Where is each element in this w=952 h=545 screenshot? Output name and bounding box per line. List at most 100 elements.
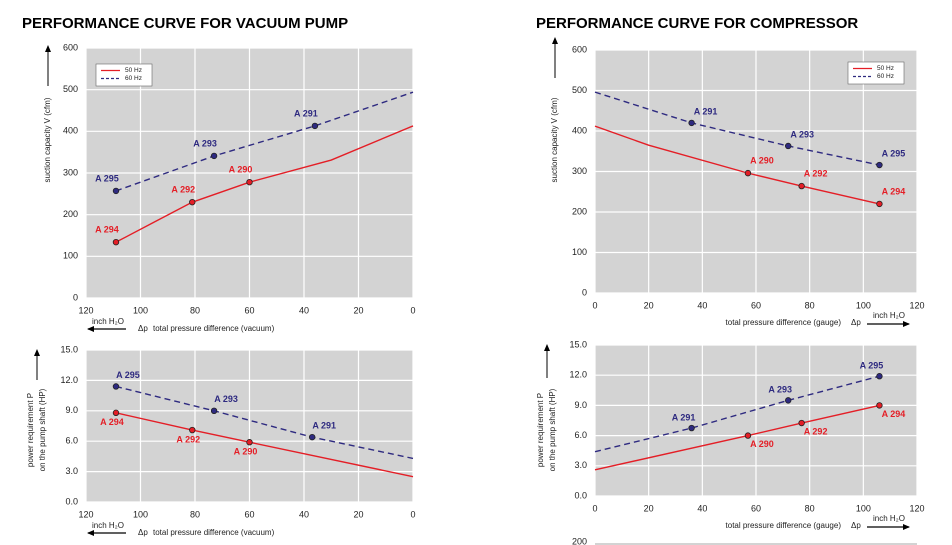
series-line <box>594 91 880 166</box>
y-axis-label: on the pump shaft (HP) <box>38 388 47 471</box>
point-label: A 292 <box>176 434 200 444</box>
data-point <box>210 407 218 414</box>
data-point <box>876 402 883 409</box>
x-tick-label: 120 <box>909 300 924 310</box>
y-tick-label: 0.0 <box>65 496 78 506</box>
point-label: A 295 <box>860 361 884 371</box>
y-tick-label: 600 <box>572 44 587 54</box>
y-tick-label: 12.0 <box>60 375 78 385</box>
data-point <box>112 238 120 246</box>
legend-label: 50 Hz <box>877 65 894 72</box>
y-tick-label: 12.0 <box>569 370 587 380</box>
x-tick-label: 20 <box>644 503 654 513</box>
point-label: A 292 <box>804 426 828 436</box>
y-tick-label: 6.0 <box>65 436 78 446</box>
series-line <box>115 385 414 460</box>
y-tick-label: 100 <box>572 247 587 257</box>
x-tick-label: 0 <box>592 300 597 310</box>
point-label: A 290 <box>234 447 258 457</box>
x-tick-label: 40 <box>697 503 707 513</box>
x-tick-label: 80 <box>805 503 815 513</box>
y-axis-label: suction capacity V (cfm) <box>43 97 52 182</box>
x-axis-unit: inch H₂O <box>873 514 905 523</box>
data-point <box>112 383 120 390</box>
y-axis-label: power requirement P <box>536 393 545 467</box>
x-axis-unit: inch H₂O <box>92 521 124 530</box>
data-point <box>785 397 792 404</box>
y-tick-label: 3.0 <box>65 466 78 476</box>
y-tick-label: 15.0 <box>60 344 78 354</box>
y-tick-label: 300 <box>63 167 78 177</box>
y-tick-label: 400 <box>63 126 78 136</box>
point-label: A 294 <box>95 225 119 235</box>
point-label: A 293 <box>768 385 792 395</box>
x-tick-label: 100 <box>133 509 148 519</box>
data-point <box>308 433 316 441</box>
data-point <box>688 119 695 127</box>
y-axis-label: on the pump shaft (HP) <box>548 388 557 471</box>
series-line <box>115 91 414 192</box>
point-label: A 290 <box>750 155 774 165</box>
x-tick-label: 60 <box>751 300 761 310</box>
y-tick-label: 15.0 <box>569 339 587 349</box>
panel-title: PERFORMANCE CURVE FOR VACUUM PUMP <box>22 15 348 32</box>
data-point <box>112 187 120 195</box>
data-point <box>876 373 883 380</box>
point-label: A 294 <box>100 417 124 427</box>
x-tick-label: 20 <box>353 305 363 315</box>
x-axis-label: total pressure difference (gauge) <box>726 318 842 327</box>
data-point <box>210 152 218 160</box>
y-tick-label: 100 <box>63 251 78 261</box>
x-tick-label: 0 <box>592 503 597 513</box>
x-tick-label: 100 <box>856 503 871 513</box>
point-label: A 291 <box>694 106 718 116</box>
y-tick-label: 600 <box>63 42 78 52</box>
x-tick-label: 80 <box>190 305 200 315</box>
panel-title: PERFORMANCE CURVE FOR COMPRESSOR <box>536 15 858 32</box>
x-tick-label: 120 <box>78 509 93 519</box>
data-point <box>189 198 196 206</box>
data-point <box>744 169 752 177</box>
point-label: A 293 <box>214 394 238 404</box>
x-tick-label: 40 <box>299 509 309 519</box>
y-tick-label: 500 <box>63 84 78 94</box>
x-axis-symbol: Δp <box>138 324 148 333</box>
data-point <box>688 424 695 432</box>
x-tick-label: 100 <box>133 305 148 315</box>
y-tick-label: 9.0 <box>574 400 587 410</box>
data-point <box>246 178 253 186</box>
series-line <box>594 404 880 471</box>
x-tick-label: 80 <box>805 300 815 310</box>
point-label: A 295 <box>95 173 119 183</box>
y-tick-label: 0.0 <box>574 490 587 500</box>
point-label: A 294 <box>882 409 906 419</box>
data-point <box>744 432 752 439</box>
y-tick-label: 200 <box>63 209 78 219</box>
x-axis-label: total pressure difference (vacuum) <box>153 324 275 333</box>
y-tick-label: 300 <box>572 166 587 176</box>
x-tick-label: 20 <box>644 300 654 310</box>
x-tick-label: 60 <box>751 503 761 513</box>
point-label: A 293 <box>193 138 217 148</box>
series-line <box>115 412 414 478</box>
legend-label: 60 Hz <box>877 73 894 80</box>
x-tick-label: 0 <box>410 305 415 315</box>
x-tick-label: 60 <box>244 305 254 315</box>
x-axis-symbol: Δp <box>138 528 148 537</box>
legend-label: 50 Hz <box>125 67 142 74</box>
x-axis-unit: inch H₂O <box>92 317 124 326</box>
y-tick-label: 400 <box>572 125 587 135</box>
x-tick-label: 40 <box>299 305 309 315</box>
point-label: A 295 <box>882 148 906 158</box>
x-tick-label: 0 <box>410 509 415 519</box>
x-axis-symbol: Δp <box>851 318 861 327</box>
data-point <box>311 122 319 130</box>
point-label: A 294 <box>882 186 906 196</box>
plot-area <box>595 543 917 545</box>
data-point <box>798 419 805 427</box>
x-tick-label: 40 <box>697 300 707 310</box>
x-tick-label: 120 <box>78 305 93 315</box>
point-label: A 291 <box>312 421 336 431</box>
point-label: A 295 <box>116 370 140 380</box>
